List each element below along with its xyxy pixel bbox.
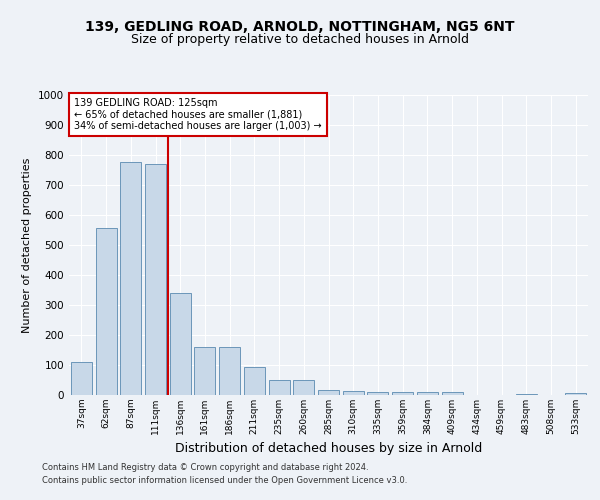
Bar (417, 392, 438, 395)
Text: 139, GEDLING ROAD, ARNOLD, NOTTINGHAM, NG5 6NT: 139, GEDLING ROAD, ARNOLD, NOTTINGHAM, N… (85, 20, 515, 34)
Bar (194, 347, 215, 395)
Bar (442, 392, 463, 395)
X-axis label: Distribution of detached houses by size in Arnold: Distribution of detached houses by size … (175, 442, 482, 456)
Bar (219, 347, 240, 395)
Bar (120, 162, 141, 395)
Bar (269, 380, 290, 395)
Bar (318, 390, 339, 395)
Bar (170, 293, 191, 395)
Bar (293, 380, 314, 395)
Bar (516, 394, 537, 395)
Bar (343, 392, 364, 395)
Bar (95, 228, 116, 395)
Text: Contains HM Land Registry data © Crown copyright and database right 2024.: Contains HM Land Registry data © Crown c… (42, 464, 368, 472)
Y-axis label: Number of detached properties: Number of detached properties (22, 158, 32, 332)
Text: Size of property relative to detached houses in Arnold: Size of property relative to detached ho… (131, 32, 469, 46)
Bar (367, 392, 388, 395)
Bar (244, 366, 265, 395)
Text: Contains public sector information licensed under the Open Government Licence v3: Contains public sector information licen… (42, 476, 407, 485)
Text: 139 GEDLING ROAD: 125sqm
← 65% of detached houses are smaller (1,881)
34% of sem: 139 GEDLING ROAD: 125sqm ← 65% of detach… (74, 98, 322, 131)
Bar (392, 392, 413, 395)
Bar (565, 392, 586, 395)
Bar (145, 164, 166, 395)
Bar (71, 362, 92, 395)
